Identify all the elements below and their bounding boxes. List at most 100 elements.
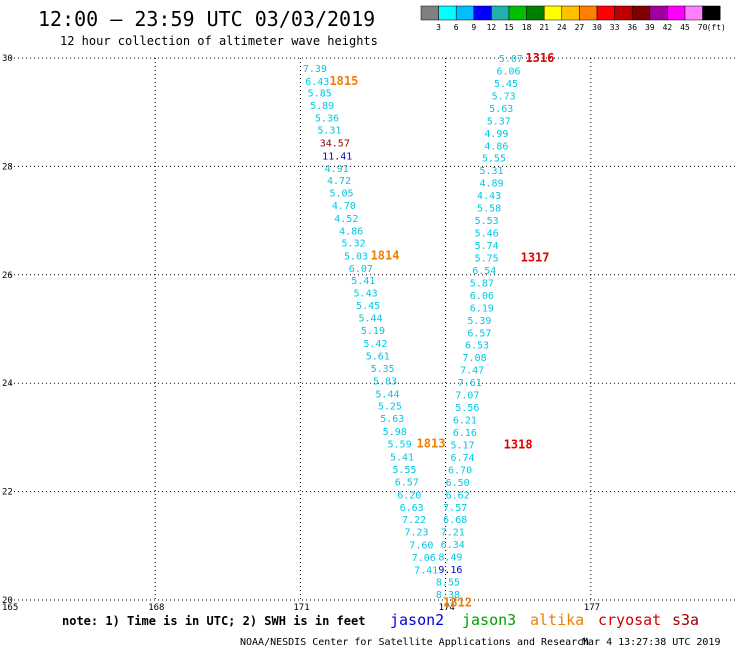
colorbar-swatch	[614, 5, 633, 21]
data-point-label-s3a: 5.58	[477, 204, 501, 215]
data-point-label-s3a: 6.16	[453, 428, 477, 439]
data-point-label-s3a: 9.16	[438, 565, 462, 576]
colorbar-label: 24	[557, 23, 567, 32]
chart-subtitle: 12 hour collection of altimeter wave hei…	[60, 34, 378, 48]
y-tick-label: 24	[2, 379, 13, 389]
data-point-label-s3a: 7.21	[441, 528, 465, 539]
colorbar-swatch	[702, 5, 721, 21]
data-point-label-s3a: 5.63	[489, 104, 513, 115]
pass-label: 1317	[521, 250, 550, 264]
data-point-label-jason2: 7.22	[402, 515, 426, 526]
colorbar-label: 30	[592, 23, 602, 32]
data-point-label-jason2: 34.57	[320, 139, 350, 150]
data-point-label-s3a: 5.17	[450, 440, 474, 451]
colorbar-swatch	[438, 5, 457, 21]
legend-jason3: jason3	[462, 611, 516, 629]
data-point-label-s3a: 5.53	[475, 216, 499, 227]
data-point-label-s3a: 5.07	[499, 54, 523, 65]
colorbar-label: 42	[663, 23, 673, 32]
data-point-label-s3a: 4.86	[484, 141, 508, 152]
pass-label: 1318	[504, 437, 533, 451]
data-point-label-s3a: 5.45	[494, 79, 518, 90]
data-point-label-jason2: 5.44	[375, 389, 399, 400]
data-point-label-jason2: 5.41	[351, 276, 375, 287]
pass-labels: 1815 1814 1813 1812 1316 1317 1318	[329, 51, 554, 610]
data-point-label-jason2: 5.63	[380, 414, 404, 425]
data-point-label-s3a: 5.73	[492, 91, 516, 102]
colorbar-label: 15	[504, 23, 514, 32]
colorbar-swatch	[667, 5, 686, 21]
data-point-label-jason2: 4.70	[332, 201, 356, 212]
legend-jason2: jason2	[390, 611, 444, 629]
footer-timestamp: Mar 4 13:27:38 UTC 2019	[582, 637, 720, 648]
colorbar-label: 18	[522, 23, 532, 32]
x-tick-label: 171	[293, 603, 309, 613]
data-point-label-s3a: 6.21	[453, 416, 477, 427]
data-point-label-jason2: 6.43	[305, 77, 329, 88]
data-point-label-s3a: 5.55	[482, 154, 506, 165]
data-point-label-s3a: 6.06	[496, 66, 520, 77]
colorbar-swatch	[491, 5, 510, 21]
pass-label: 1815	[329, 74, 358, 88]
colorbar-swatch	[579, 5, 598, 21]
data-point-label-jason2: 5.32	[342, 238, 366, 249]
data-point-label-jason2: 7.23	[404, 528, 428, 539]
satellite-legend: jason2 jason3 altika cryosat s3a	[390, 611, 699, 629]
data-point-label-s3a: 7.07	[455, 391, 479, 402]
data-point-label-jason2: 7.06	[412, 553, 436, 564]
colorbar-swatch	[526, 5, 545, 21]
data-labels: 7.396.435.855.895.365.3134.5711.414.914.…	[303, 54, 523, 601]
data-point-label-s3a: 7.57	[443, 503, 467, 514]
data-point-label-s3a: 6.19	[470, 303, 494, 314]
colorbar-swatch	[561, 5, 580, 21]
legend-altika: altika	[530, 611, 584, 629]
data-point-label-jason2: 5.83	[373, 376, 397, 387]
colorbar-label: 39	[645, 23, 655, 32]
data-point-label-s3a: 5.46	[475, 229, 499, 240]
data-point-label-s3a: 4.99	[484, 129, 508, 140]
colorbar-swatch	[508, 5, 527, 21]
data-point-label-jason2: 4.52	[334, 214, 358, 225]
data-point-label-s3a: 6.53	[465, 341, 489, 352]
chart-title: 12:00 – 23:59 UTC 03/03/2019	[38, 7, 375, 31]
y-tick-label: 28	[2, 162, 13, 172]
data-point-label-jason2: 4.86	[339, 226, 363, 237]
grid	[10, 57, 736, 601]
data-point-label-jason2: 5.85	[308, 89, 332, 100]
data-point-label-s3a: 6.74	[450, 453, 474, 464]
colorbar-label: 36	[627, 23, 637, 32]
data-point-label-jason2: 7.39	[303, 64, 327, 75]
data-point-label-jason2: 5.59	[388, 439, 412, 450]
data-point-label-jason2: 5.45	[356, 301, 380, 312]
data-point-label-jason2: 5.19	[361, 326, 385, 337]
data-point-label-jason2: 4.91	[325, 164, 349, 175]
pass-label: 1812	[443, 596, 472, 610]
data-point-label-jason2: 7.60	[409, 541, 433, 552]
data-point-label-s3a: 5.56	[455, 403, 479, 414]
data-point-label-jason2: 5.41	[390, 452, 414, 463]
data-point-label-jason2: 5.35	[371, 364, 395, 375]
data-point-label-jason2: 5.42	[363, 339, 387, 350]
data-point-label-s3a: 6.62	[446, 490, 470, 501]
data-point-label-jason2: 5.05	[329, 188, 353, 199]
data-point-label-jason2: 5.44	[358, 314, 382, 325]
colorbar-label: 12	[487, 23, 497, 32]
colorbar-swatch	[473, 5, 492, 21]
data-point-label-jason2: 6.20	[397, 490, 421, 501]
data-point-label-s3a: 6.06	[470, 291, 494, 302]
colorbar-label: 45	[680, 23, 690, 32]
x-tick-label: 168	[148, 603, 164, 613]
colorbar-label: 6	[454, 23, 459, 32]
data-point-label-s3a: 5.31	[479, 166, 503, 177]
data-point-label-jason2: 6.07	[349, 264, 373, 275]
colorbar-unit: (ft)	[707, 23, 726, 32]
colorbar-label: 27	[575, 23, 585, 32]
data-point-label-jason2: 5.98	[383, 427, 407, 438]
data-point-label-jason2: 6.57	[395, 477, 419, 488]
data-point-label-s3a: 8.38	[436, 590, 460, 601]
colorbar-swatch	[631, 5, 651, 21]
data-point-label-s3a: 7.47	[460, 366, 484, 377]
colorbar-label: 9	[471, 23, 476, 32]
data-point-label-s3a: 6.50	[446, 478, 470, 489]
